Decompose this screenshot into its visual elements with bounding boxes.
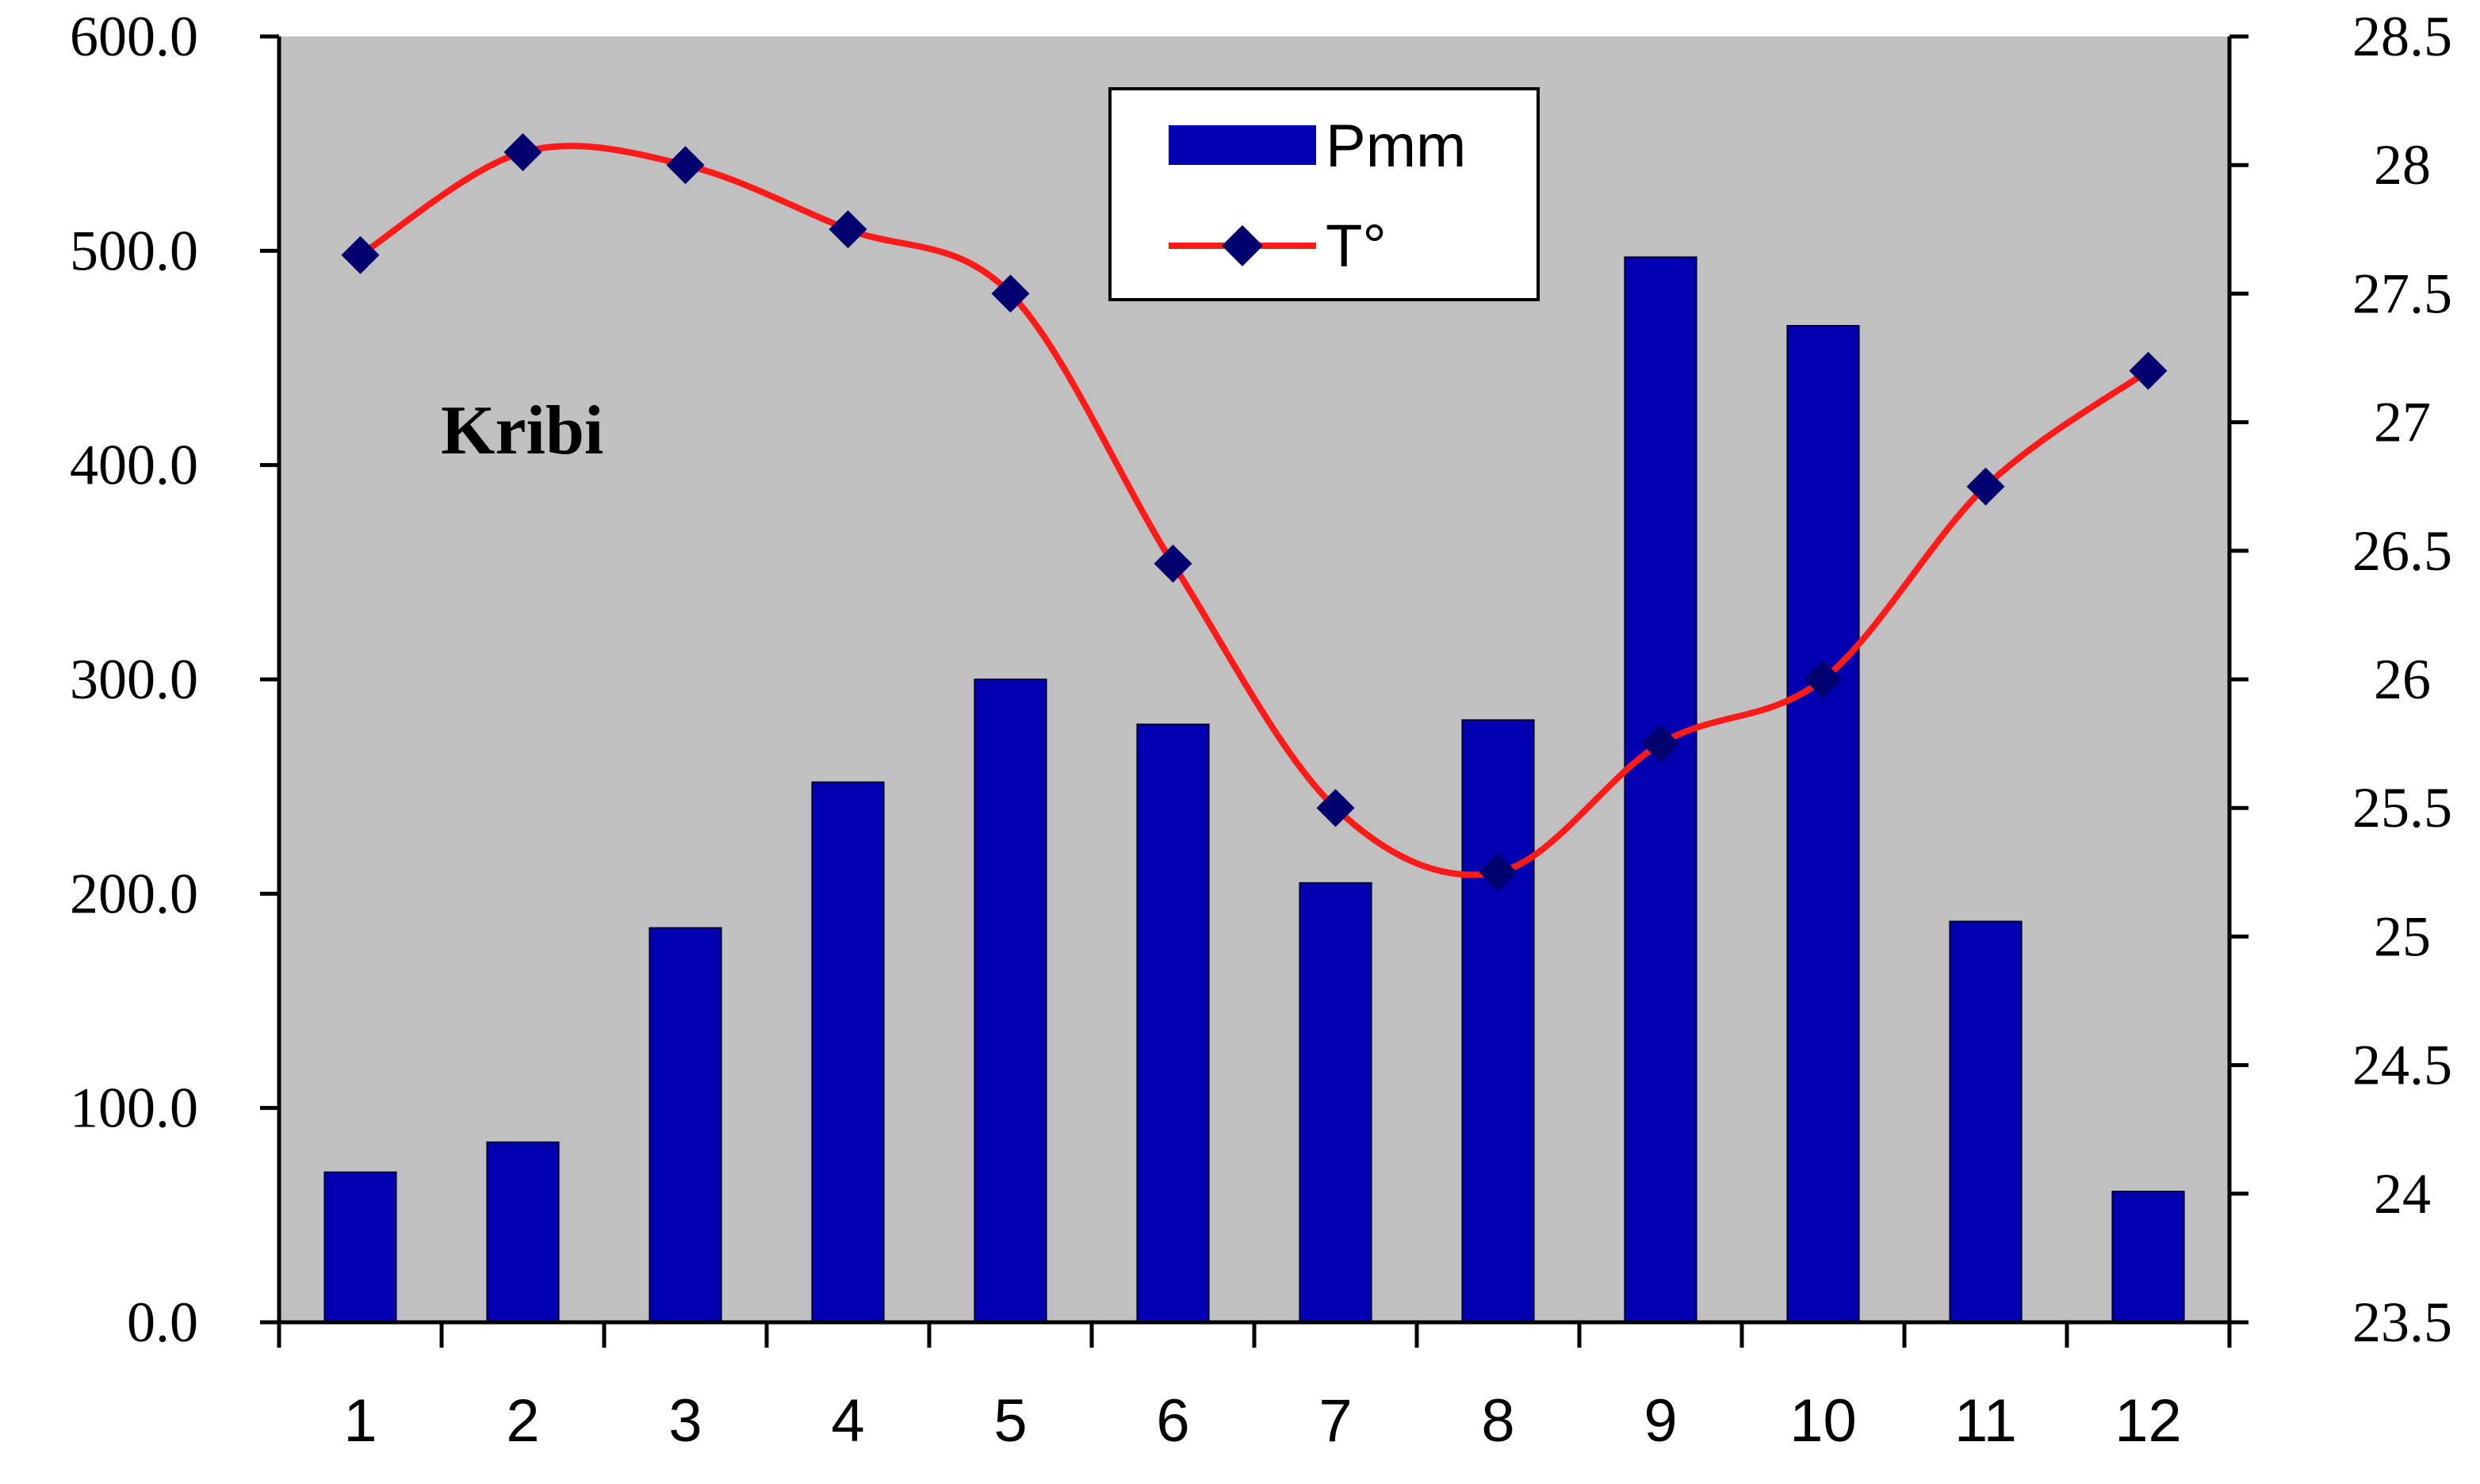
x-tick-label: 8: [1481, 1387, 1514, 1455]
right-tick-label: 26.5: [2352, 519, 2452, 583]
temperature-point-5: [991, 274, 1030, 313]
legend-swatch-pmm: [1169, 125, 1316, 165]
x-tick-label: 1: [343, 1387, 377, 1455]
bar-pmm-9: [1624, 256, 1697, 1323]
left-tick-label: 0.0: [127, 1291, 198, 1354]
temperature-point-8: [1479, 853, 1517, 892]
legend: Pmm T°: [1108, 87, 1540, 301]
left-axis-ticks: 0.0 100.0 200.0 300.0 400.0 500.0 600.0: [70, 5, 279, 1354]
bar-pmm-12: [2111, 1191, 2185, 1324]
left-tick-label: 400.0: [70, 434, 198, 497]
legend-label-pmm: Pmm: [1326, 113, 1466, 180]
right-axis-ticks: 23.5 24 24.5 25 25.5 26 26.5 27 27.5 28 28.5: [2229, 5, 2452, 1354]
right-tick-label: 24: [2374, 1162, 2431, 1226]
x-tick-label: 12: [2115, 1387, 2182, 1455]
temperature-point-7: [1316, 789, 1355, 828]
bars-group: [323, 256, 2185, 1324]
x-tick-label: 9: [1644, 1387, 1677, 1455]
bar-pmm-6: [1136, 723, 1210, 1323]
bar-pmm-10: [1786, 324, 1860, 1324]
bar-pmm-7: [1299, 882, 1372, 1323]
temperature-point-11: [1966, 467, 2005, 506]
temperature-point-1: [341, 235, 380, 274]
x-tick-label: 3: [668, 1387, 702, 1455]
x-tick-label: 6: [1156, 1387, 1189, 1455]
legend-marker-temperature: [1222, 225, 1263, 266]
right-tick-label: 26: [2374, 648, 2431, 711]
bar-pmm-11: [1949, 920, 2023, 1324]
left-tick-label: 300.0: [70, 648, 198, 711]
bar-pmm-5: [974, 679, 1047, 1323]
temperature-point-3: [666, 146, 705, 185]
left-tick-label: 200.0: [70, 862, 198, 925]
right-tick-label: 23.5: [2352, 1291, 2452, 1354]
x-tick-label: 10: [1789, 1387, 1857, 1455]
right-tick-label: 24.5: [2352, 1034, 2452, 1097]
right-tick-label: 28: [2374, 133, 2431, 197]
legend-box: [1108, 87, 1540, 301]
right-tick-label: 28.5: [2352, 5, 2452, 68]
left-tick-label: 100.0: [70, 1077, 198, 1140]
temperature-point-10: [1804, 660, 1843, 698]
kribi-annotation: Kribi: [441, 392, 603, 469]
bar-pmm-2: [486, 1141, 560, 1324]
right-tick-label: 25: [2374, 905, 2431, 968]
temperature-point-6: [1154, 545, 1192, 583]
right-tick-label: 27.5: [2352, 262, 2452, 325]
left-tick-label: 600.0: [70, 5, 198, 68]
x-tick-label: 7: [1318, 1387, 1352, 1455]
temperature-point-4: [829, 210, 867, 249]
x-tick-label: 11: [1954, 1387, 2017, 1455]
x-tick-label: 2: [506, 1387, 539, 1455]
x-tick-label: 4: [831, 1387, 864, 1455]
right-tick-label: 27: [2374, 391, 2431, 454]
temperature-line-group: [341, 132, 2168, 892]
bar-pmm-3: [649, 927, 722, 1323]
temperature-point-2: [503, 132, 542, 171]
bar-pmm-4: [811, 781, 885, 1323]
x-axis-ticks: 1 2 3 4 5 6 7 8 9 10 11 12: [277, 1322, 2232, 1455]
temperature-point-12: [2129, 351, 2168, 390]
bar-pmm-8: [1461, 719, 1535, 1323]
temperature-point-9: [1641, 725, 1680, 763]
legend-label-temperature: T°: [1326, 212, 1387, 280]
x-tick-label: 5: [993, 1387, 1027, 1455]
left-tick-label: 500.0: [70, 219, 198, 282]
right-tick-label: 25.5: [2352, 776, 2452, 840]
bar-pmm-1: [323, 1171, 397, 1324]
